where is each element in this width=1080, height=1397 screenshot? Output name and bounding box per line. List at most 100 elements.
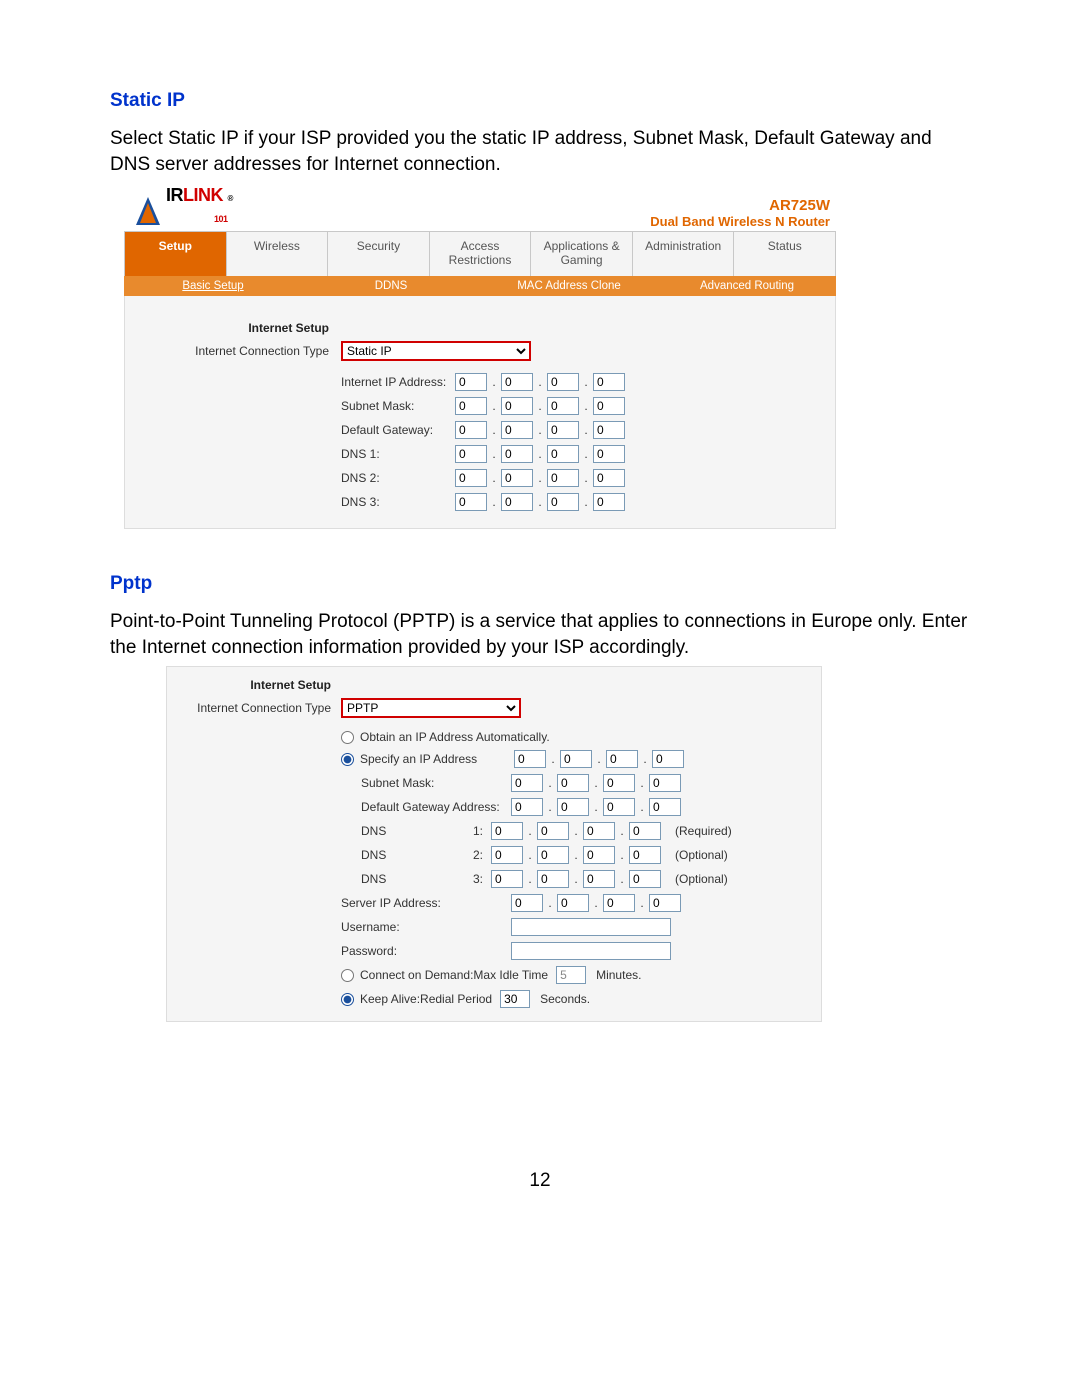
sip-oct4[interactable]: [649, 894, 681, 912]
pptp-dns3-label: DNS: [341, 872, 451, 886]
subnet-oct3[interactable]: [547, 397, 579, 415]
static-ip-heading: Static IP: [110, 90, 970, 112]
subtab-basic-setup[interactable]: Basic Setup: [124, 280, 302, 292]
dns2-hint: (Optional): [663, 848, 728, 862]
pdns1-oct2[interactable]: [537, 822, 569, 840]
iip-oct4[interactable]: [593, 373, 625, 391]
dns3-hint: (Optional): [663, 872, 728, 886]
tab-status[interactable]: Status: [734, 232, 835, 276]
pdns2-oct4[interactable]: [629, 846, 661, 864]
iip-oct3[interactable]: [547, 373, 579, 391]
subtab-adv-routing[interactable]: Advanced Routing: [658, 280, 836, 292]
router-static-panel: IRLINK ® 101 AR725W Dual Band Wireless N…: [124, 183, 836, 529]
pdns2-oct3[interactable]: [583, 846, 615, 864]
cod-value[interactable]: [556, 966, 586, 984]
sip-oct3[interactable]: [603, 894, 635, 912]
subnet-oct1[interactable]: [455, 397, 487, 415]
internet-setup-title: Internet Setup: [125, 321, 341, 335]
subnet-oct4[interactable]: [593, 397, 625, 415]
iip-oct1[interactable]: [455, 373, 487, 391]
dns1-oct3[interactable]: [547, 445, 579, 463]
pgw-oct4[interactable]: [649, 798, 681, 816]
pptp-heading: Pptp: [110, 573, 970, 595]
tab-apps-gaming[interactable]: Applications & Gaming: [531, 232, 633, 276]
airlink-icon: [130, 195, 166, 229]
brand-link: LINK: [183, 185, 223, 205]
dns1-oct4[interactable]: [593, 445, 625, 463]
dns1-label: DNS 1:: [341, 447, 453, 461]
pdns3-oct3[interactable]: [583, 870, 615, 888]
brand-logo: IRLINK ® 101: [130, 187, 233, 229]
username-input[interactable]: [511, 918, 671, 936]
gw-oct2[interactable]: [501, 421, 533, 439]
pdns2-oct2[interactable]: [537, 846, 569, 864]
pptp-ict-label: Internet Connection Type: [167, 701, 341, 715]
model-subtitle: Dual Band Wireless N Router: [650, 214, 830, 229]
pptp-internet-setup-title: Internet Setup: [167, 678, 341, 692]
connection-type-select[interactable]: Static IP: [341, 341, 531, 361]
tab-administration[interactable]: Administration: [633, 232, 735, 276]
dns2-oct4[interactable]: [593, 469, 625, 487]
pdns1-oct3[interactable]: [583, 822, 615, 840]
sip-oct1[interactable]: [511, 894, 543, 912]
pgw-oct3[interactable]: [603, 798, 635, 816]
pptp-dns3-num: 3:: [453, 872, 489, 886]
dns2-oct3[interactable]: [547, 469, 579, 487]
sip-oct2[interactable]: [557, 894, 589, 912]
gateway-label: Default Gateway:: [341, 423, 453, 437]
pdns1-oct4[interactable]: [629, 822, 661, 840]
spec-oct3[interactable]: [606, 750, 638, 768]
subnet-oct2[interactable]: [501, 397, 533, 415]
dns3-oct2[interactable]: [501, 493, 533, 511]
pdns3-oct4[interactable]: [629, 870, 661, 888]
dns2-oct2[interactable]: [501, 469, 533, 487]
psub-oct1[interactable]: [511, 774, 543, 792]
server-ip-label: Server IP Address:: [341, 896, 509, 910]
dns1-oct1[interactable]: [455, 445, 487, 463]
radio-connect-on-demand[interactable]: [341, 969, 354, 982]
spec-oct4[interactable]: [652, 750, 684, 768]
pdns3-oct1[interactable]: [491, 870, 523, 888]
subtab-ddns[interactable]: DDNS: [302, 280, 480, 292]
ka-value[interactable]: [500, 990, 530, 1008]
dns3-oct3[interactable]: [547, 493, 579, 511]
dns3-oct4[interactable]: [593, 493, 625, 511]
gw-oct4[interactable]: [593, 421, 625, 439]
dns3-oct1[interactable]: [455, 493, 487, 511]
pdns3-oct2[interactable]: [537, 870, 569, 888]
subtab-mac-clone[interactable]: MAC Address Clone: [480, 280, 658, 292]
tab-security[interactable]: Security: [328, 232, 430, 276]
password-label: Password:: [341, 944, 509, 958]
gw-oct3[interactable]: [547, 421, 579, 439]
subnet-label: Subnet Mask:: [341, 399, 453, 413]
pdns1-oct1[interactable]: [491, 822, 523, 840]
spec-oct1[interactable]: [514, 750, 546, 768]
tab-setup[interactable]: Setup: [125, 232, 227, 276]
ka-label: Keep Alive:Redial Period: [356, 992, 492, 1006]
spec-oct2[interactable]: [560, 750, 592, 768]
radio-keep-alive[interactable]: [341, 993, 354, 1006]
dns1-oct2[interactable]: [501, 445, 533, 463]
pptp-connection-type-select[interactable]: PPTP: [341, 698, 521, 718]
dns1-hint: (Required): [663, 824, 732, 838]
gw-oct1[interactable]: [455, 421, 487, 439]
tab-wireless[interactable]: Wireless: [227, 232, 329, 276]
psub-oct2[interactable]: [557, 774, 589, 792]
tab-access-restrictions[interactable]: Access Restrictions: [430, 232, 532, 276]
password-input[interactable]: [511, 942, 671, 960]
username-label: Username:: [341, 920, 509, 934]
dns2-oct1[interactable]: [455, 469, 487, 487]
iip-oct2[interactable]: [501, 373, 533, 391]
pgw-oct1[interactable]: [511, 798, 543, 816]
pgw-oct2[interactable]: [557, 798, 589, 816]
psub-oct3[interactable]: [603, 774, 635, 792]
psub-oct4[interactable]: [649, 774, 681, 792]
sub-tabs: Basic Setup DDNS MAC Address Clone Advan…: [124, 276, 836, 296]
radio-obtain-ip[interactable]: [341, 731, 354, 744]
brand-suffix: 101: [166, 214, 228, 224]
pptp-subnet-label: Subnet Mask:: [361, 776, 509, 790]
iip-label: Internet IP Address:: [341, 375, 453, 389]
page-number: 12: [0, 1170, 1080, 1192]
radio-specify-ip[interactable]: [341, 753, 354, 766]
pdns2-oct1[interactable]: [491, 846, 523, 864]
